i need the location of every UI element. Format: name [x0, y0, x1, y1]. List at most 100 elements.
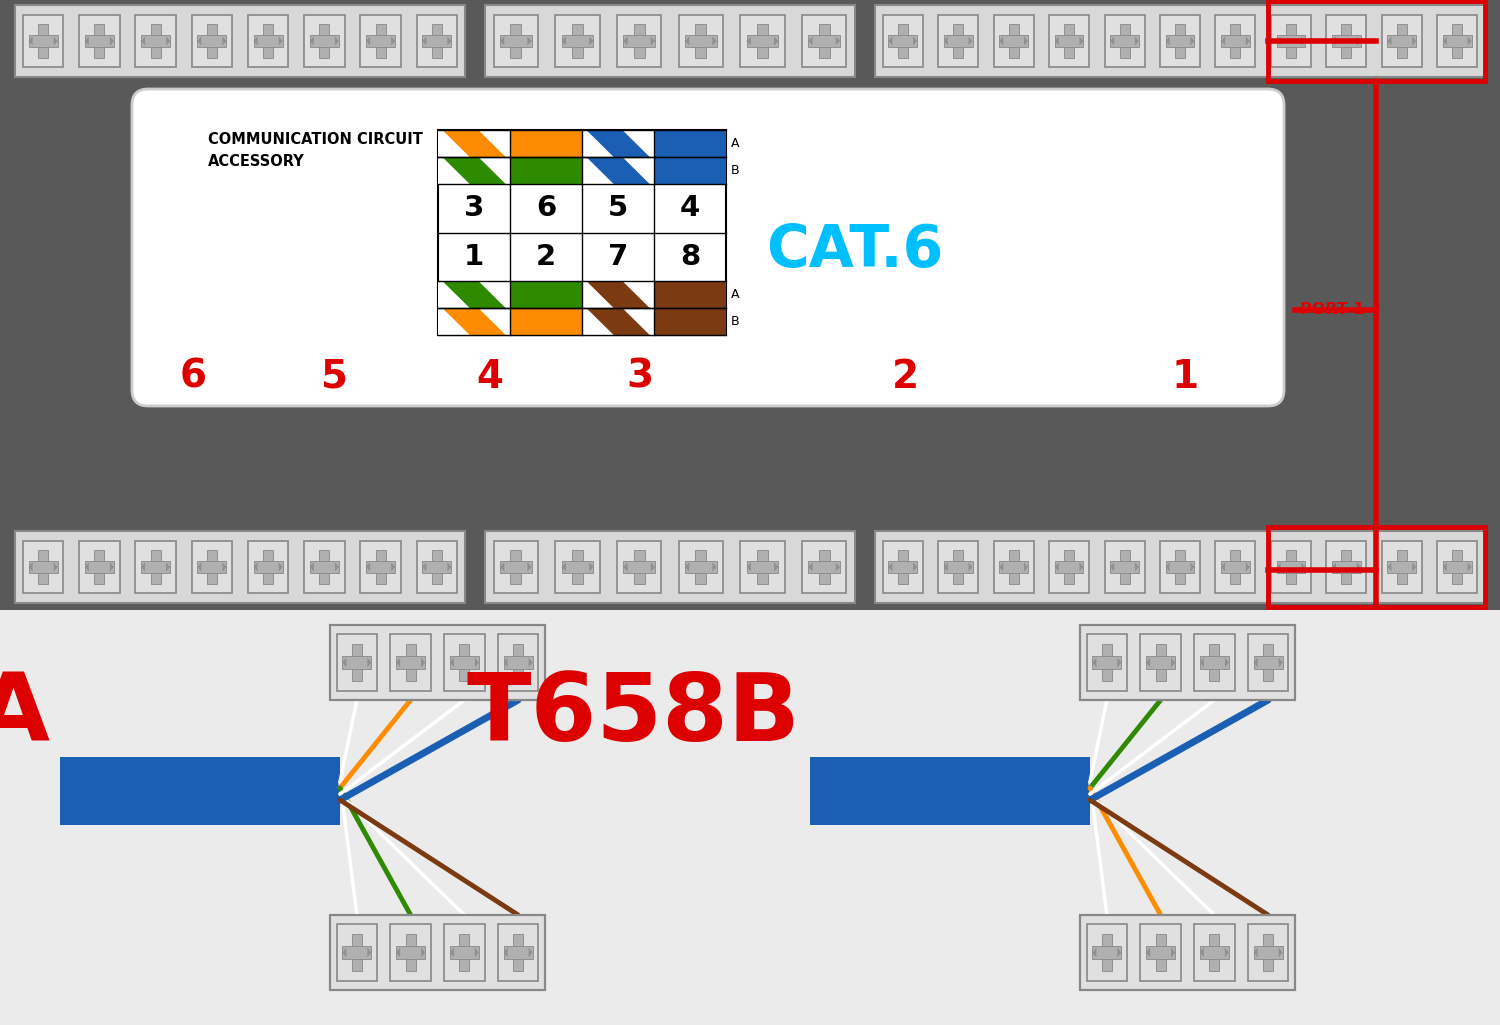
Bar	[819, 550, 830, 584]
Bar	[360, 541, 401, 592]
Bar	[86, 562, 114, 573]
Polygon shape	[1332, 37, 1336, 45]
Bar	[498, 634, 538, 691]
Bar	[504, 656, 532, 668]
Text: 2: 2	[536, 243, 556, 271]
Polygon shape	[1412, 563, 1416, 572]
Bar	[1437, 541, 1478, 592]
Polygon shape	[1118, 658, 1122, 667]
Text: 4: 4	[680, 195, 700, 222]
Bar	[1388, 35, 1416, 47]
Bar	[1110, 562, 1138, 573]
Bar	[336, 634, 376, 691]
Polygon shape	[1110, 563, 1114, 572]
Bar	[510, 130, 582, 157]
Polygon shape	[396, 947, 400, 957]
Polygon shape	[310, 563, 314, 572]
Polygon shape	[1412, 37, 1416, 45]
Polygon shape	[423, 563, 426, 572]
Polygon shape	[198, 37, 201, 45]
Bar	[1326, 541, 1366, 592]
Bar	[310, 35, 339, 47]
Polygon shape	[110, 563, 114, 572]
Polygon shape	[450, 947, 454, 957]
Bar	[1064, 25, 1074, 57]
Bar	[758, 550, 768, 584]
Bar	[459, 934, 470, 971]
Text: 8: 8	[680, 243, 700, 271]
Polygon shape	[1200, 947, 1204, 957]
Bar	[330, 915, 544, 990]
Polygon shape	[54, 37, 57, 45]
Polygon shape	[1356, 37, 1360, 45]
Bar	[396, 656, 424, 668]
Bar	[686, 35, 717, 47]
Bar	[336, 925, 376, 981]
Polygon shape	[392, 37, 394, 45]
Polygon shape	[222, 37, 226, 45]
Bar	[432, 25, 442, 57]
Bar	[254, 562, 282, 573]
Bar	[1174, 25, 1185, 57]
Polygon shape	[1276, 563, 1281, 572]
Bar	[262, 550, 273, 584]
Bar	[572, 550, 584, 584]
Bar	[952, 25, 963, 57]
Bar	[262, 25, 273, 57]
Polygon shape	[1118, 947, 1122, 957]
Polygon shape	[774, 37, 778, 45]
Polygon shape	[1080, 37, 1083, 45]
Bar	[86, 35, 114, 47]
Polygon shape	[476, 658, 478, 667]
Polygon shape	[1278, 658, 1282, 667]
Bar	[1437, 15, 1478, 67]
Bar	[1268, 1, 1485, 81]
Polygon shape	[1226, 947, 1228, 957]
Bar	[897, 550, 908, 584]
Polygon shape	[279, 37, 282, 45]
Bar	[1194, 634, 1234, 691]
Polygon shape	[447, 563, 452, 572]
Bar	[1248, 634, 1288, 691]
Bar	[678, 541, 723, 592]
Bar	[1270, 541, 1311, 592]
Polygon shape	[1254, 658, 1257, 667]
Bar	[561, 562, 594, 573]
Bar	[1102, 645, 1112, 681]
Bar	[1221, 35, 1250, 47]
Polygon shape	[110, 37, 114, 45]
Bar	[810, 757, 1090, 825]
Bar	[1452, 550, 1462, 584]
Bar	[444, 634, 485, 691]
Bar	[654, 308, 726, 335]
Bar	[375, 550, 386, 584]
Bar	[494, 541, 538, 592]
Text: 4: 4	[477, 358, 504, 396]
Bar	[808, 562, 840, 573]
Polygon shape	[622, 563, 627, 572]
Bar	[1174, 550, 1185, 584]
Polygon shape	[914, 563, 916, 572]
Bar	[1200, 946, 1228, 958]
Bar	[888, 35, 916, 47]
Polygon shape	[836, 37, 840, 45]
Bar	[366, 35, 394, 47]
Polygon shape	[1110, 37, 1114, 45]
Polygon shape	[774, 563, 778, 572]
Bar	[94, 25, 105, 57]
Text: 1: 1	[464, 243, 484, 271]
Bar	[938, 15, 978, 67]
Bar	[582, 157, 654, 184]
Polygon shape	[808, 563, 813, 572]
Polygon shape	[368, 947, 372, 957]
Bar	[192, 15, 232, 67]
Bar	[150, 25, 160, 57]
Polygon shape	[1302, 37, 1305, 45]
Text: 7: 7	[608, 243, 628, 271]
Text: COMMUNICATION CIRCUIT: COMMUNICATION CIRCUIT	[209, 132, 423, 147]
Bar	[874, 5, 1485, 77]
Polygon shape	[442, 281, 506, 308]
Polygon shape	[586, 130, 650, 157]
Polygon shape	[28, 37, 33, 45]
Bar	[1119, 25, 1130, 57]
